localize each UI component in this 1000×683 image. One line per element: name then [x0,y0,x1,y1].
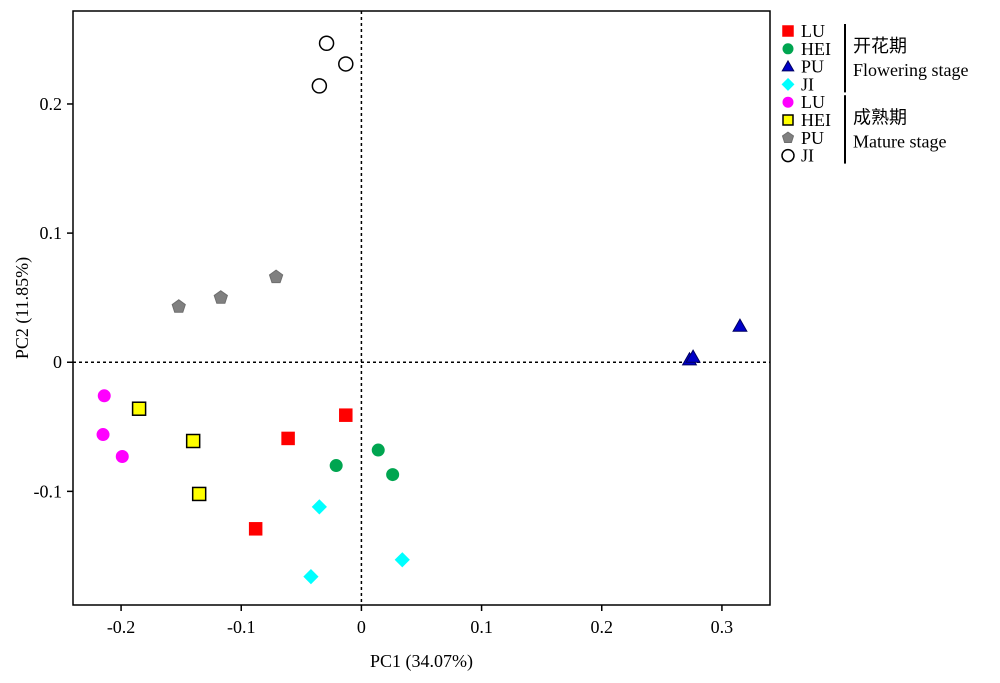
y-axis-label: PC2 (11.85%) [12,257,33,359]
series-6-pu [171,269,284,313]
data-point-lu-0 [97,389,111,403]
plot-frame [72,10,771,606]
data-point-ji-0 [318,35,335,52]
series-2-pu [681,318,748,366]
data-point-ji-0 [311,499,327,515]
legend-group-en-label: Mature stage [853,131,946,151]
x-tick-label: 0.1 [470,617,493,637]
legend-marker-lu [782,96,794,108]
data-point-hei-1 [371,443,385,457]
series-1-hei [329,443,400,482]
x-tick-label: 0.3 [711,617,734,637]
x-tick-label: -0.2 [107,617,136,637]
data-point-pu-2 [732,318,748,332]
data-point-pu-2 [268,269,284,284]
series-4-lu [96,389,129,463]
data-point-ji-1 [338,56,354,72]
data-point-lu-2 [115,450,129,463]
legend-label-lu: LU [801,21,825,41]
legend-group-cn-label: 成熟期 [853,107,907,127]
data-point-hei-2 [191,486,207,502]
legend-marker-ji [781,77,795,91]
legend-marker-lu [782,25,794,37]
legend-label-pu: PU [801,57,824,77]
legend-label-hei: HEI [801,110,831,130]
data-point-lu-0 [248,522,263,536]
x-axis-label: PC1 (34.07%) [370,651,473,672]
legend-marker-hei [782,114,794,126]
data-point-ji-2 [311,78,328,94]
legend-label-ji: JI [801,74,814,94]
data-point-ji-2 [303,568,319,585]
y-tick-label: 0.2 [40,94,63,114]
legend-label-ji: JI [801,146,814,166]
data-point-hei-0 [329,459,343,473]
x-tick-label: 0 [357,617,366,637]
plot-area: -0.2 -0.1 0 0.1 0.2 0.3 -0.1 0 0.1 0.2 PC1 (34.07%… [12,10,771,672]
legend-marker-pu [781,59,795,72]
data-point-lu-1 [96,428,110,442]
y-tick-label: 0 [53,352,62,372]
legend-group-en-label: Flowering stage [853,60,968,80]
x-tick-label: 0.2 [591,617,614,637]
legend-marker-ji [781,148,795,163]
data-point-ji-1 [394,552,410,568]
data-point-hei-1 [185,433,201,449]
data-point-pu-1 [213,290,228,304]
data-point-pu-0 [171,299,186,313]
data-point-lu-1 [281,431,295,446]
legend-label-pu: PU [801,128,824,148]
y-tick-label: -0.1 [34,481,63,501]
series-0-lu [248,408,353,536]
legend-group-cn-label: 开花期 [853,36,907,56]
legend-label-lu: LU [801,92,825,112]
data-point-hei-0 [131,401,147,416]
series-7-ji [311,35,354,94]
x-tick-label: -0.1 [227,617,256,637]
data-point-pu-1 [685,349,701,363]
series-5-hei [131,401,207,502]
data-point-lu-2 [339,408,353,422]
legend-marker-hei [782,43,794,55]
series-3-ji [303,499,410,585]
data-point-hei-2 [386,468,400,482]
legend-label-hei: HEI [801,39,831,59]
y-tick-label: 0.1 [40,223,63,243]
legend-marker-pu [781,131,795,143]
